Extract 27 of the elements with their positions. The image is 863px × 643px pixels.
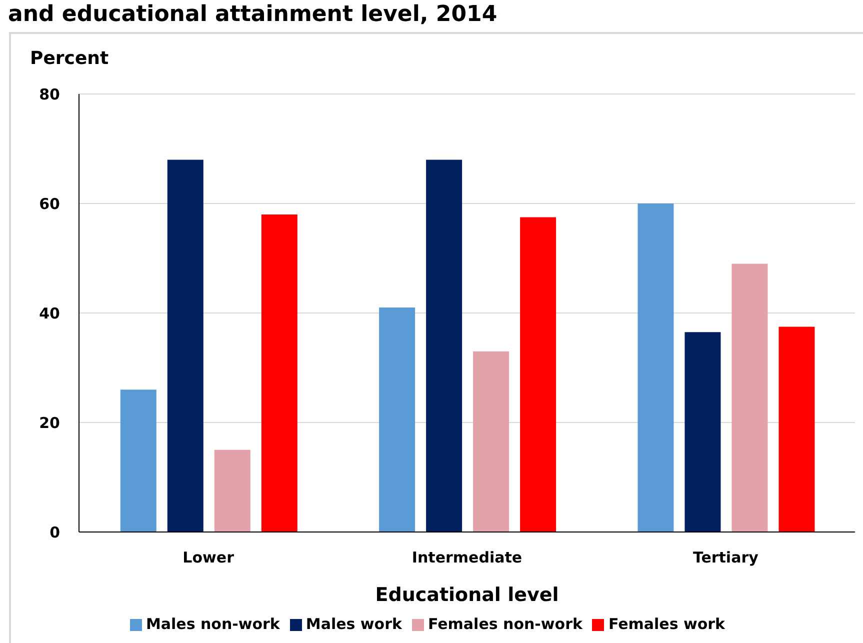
legend-label: Females non-work — [428, 615, 582, 633]
x-tick-label: Tertiary — [692, 548, 759, 567]
y-axis-title: Percent — [30, 48, 109, 70]
bar — [167, 160, 204, 532]
bar — [120, 390, 156, 532]
y-tick-label: 0 — [50, 523, 60, 542]
bar — [732, 264, 768, 532]
bar — [638, 204, 674, 532]
bar — [473, 351, 510, 532]
bar — [214, 450, 250, 532]
x-tick-label: Intermediate — [412, 548, 522, 567]
x-tick-label: Lower — [182, 548, 235, 567]
bar — [261, 214, 298, 532]
x-axis-title: Educational level — [375, 584, 559, 606]
bar — [426, 160, 462, 532]
bar — [684, 332, 721, 532]
legend-label: Males work — [306, 615, 402, 633]
y-tick-label: 20 — [39, 414, 60, 432]
bar — [379, 308, 416, 532]
bar — [520, 217, 556, 532]
chart-title: and educational attainment level, 2014 — [8, 2, 498, 28]
legend-label: Males non-work — [146, 615, 280, 633]
y-tick-label: 80 — [39, 85, 60, 104]
legend-label: Females work — [608, 615, 726, 633]
y-tick-label: 40 — [39, 304, 60, 322]
y-tick-label: 60 — [39, 194, 60, 213]
bar — [778, 326, 815, 532]
